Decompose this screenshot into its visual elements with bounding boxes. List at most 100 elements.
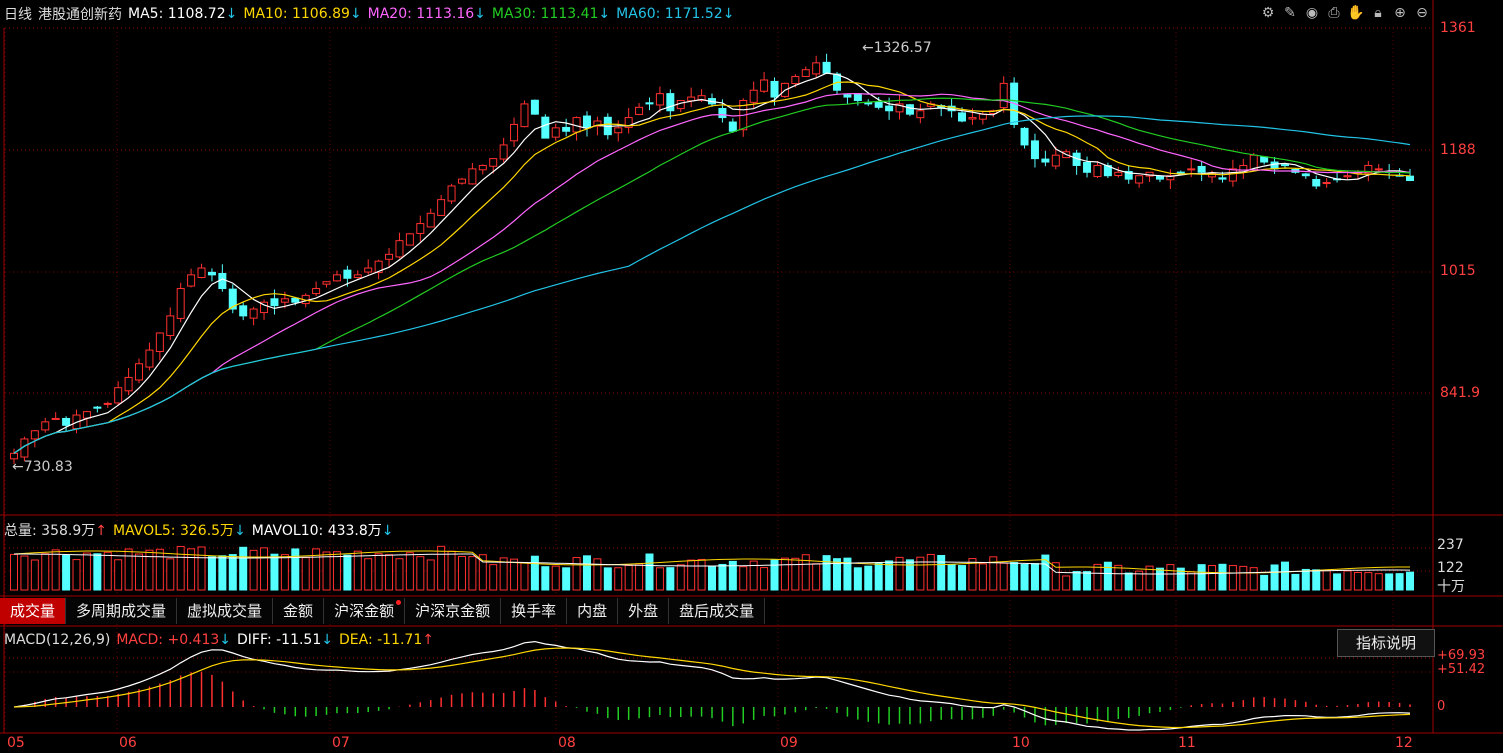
candle-body	[1135, 175, 1144, 184]
volume-bar	[322, 551, 331, 591]
candle-body	[812, 62, 821, 75]
down-arrow-icon: ↓	[349, 6, 362, 22]
candle-body	[135, 363, 144, 381]
gear-icon[interactable]: ⚙	[1261, 5, 1275, 21]
volume-bar	[1333, 573, 1342, 591]
volume-bar	[93, 553, 102, 591]
volume-bar	[958, 565, 967, 591]
volume-bar	[239, 546, 248, 591]
candle-body	[1218, 177, 1227, 180]
volume-bar	[385, 554, 394, 591]
volume-bar	[676, 564, 685, 591]
tab-8[interactable]: 外盘	[618, 598, 670, 624]
eye-icon[interactable]: ◉	[1305, 5, 1319, 21]
volume-bar	[249, 549, 258, 591]
ma-legend-item: MA10: 1106.89↓	[243, 6, 361, 22]
candle-body	[1124, 170, 1133, 180]
volume-bar	[416, 556, 425, 591]
volume-bar	[1041, 554, 1050, 591]
volume-bar	[468, 556, 477, 591]
chart-toolbar: ⚙ ✎ ◉ ⎙ ✋ 🔒︎ ⊕ ⊖	[1259, 4, 1431, 22]
macd-legend: MACD(12,26,9) MACD: +0.413↓ DIFF: -11.51…	[4, 632, 434, 648]
volume-bar	[1114, 564, 1123, 591]
volume-bar	[364, 558, 373, 591]
volume-bar	[103, 551, 112, 591]
candle-body	[1155, 175, 1164, 180]
volume-bar	[708, 565, 716, 591]
tab-1[interactable]: 多周期成交量	[66, 598, 178, 624]
volume-bar	[666, 567, 675, 591]
candle-body	[822, 61, 831, 74]
period-label[interactable]: 日线	[4, 7, 32, 23]
candle-body	[520, 103, 529, 128]
volume-bar	[1374, 573, 1383, 591]
tab-6[interactable]: 换手率	[501, 598, 568, 624]
x-tick-label: 10	[1012, 735, 1030, 751]
volume-bar	[593, 558, 602, 591]
tab-7[interactable]: 内盘	[567, 598, 619, 624]
volume-bar	[41, 553, 50, 591]
candle-body	[1083, 161, 1092, 173]
tab-5[interactable]: 沪深京金额	[405, 598, 502, 624]
candle-body	[30, 430, 39, 440]
candle-body	[239, 305, 248, 317]
candle-body	[1280, 164, 1289, 167]
volume-bar	[572, 557, 581, 591]
volume-bar	[426, 559, 435, 591]
pen-icon[interactable]: ✎	[1284, 5, 1296, 21]
x-tick-label: 05	[7, 735, 25, 751]
candle-body	[93, 406, 102, 409]
volume-bar	[197, 546, 206, 591]
volume-bar	[822, 555, 831, 591]
volume-bar	[30, 559, 39, 591]
tab-4[interactable]: 沪深金额	[324, 598, 406, 624]
volume-bar	[1187, 571, 1196, 591]
volume-bar	[1124, 572, 1133, 591]
candle-body	[41, 421, 50, 431]
candle-body	[249, 308, 258, 319]
volume-bar	[541, 566, 550, 591]
ma-legend-item: MA30: 1113.41↓	[492, 6, 610, 22]
down-arrow-icon: ↓	[598, 6, 611, 22]
zoom-out-icon[interactable]: ⊖	[1416, 5, 1428, 21]
volume-bar	[530, 555, 539, 591]
candle-body	[1187, 168, 1196, 171]
volume-bar	[260, 547, 269, 591]
indicator-explain-button[interactable]: 指标说明	[1337, 629, 1435, 657]
down-arrow-icon: ↓	[225, 6, 238, 22]
hand-icon[interactable]: ✋	[1347, 5, 1365, 21]
candle-body	[218, 272, 227, 290]
lock-icon[interactable]: 🔒︎	[1374, 5, 1382, 21]
candle-body	[728, 121, 737, 132]
macd-tick: +51.42	[1437, 662, 1486, 677]
tab-3[interactable]: 金额	[273, 598, 325, 624]
volume-bar	[457, 556, 466, 591]
candle-body	[593, 120, 602, 127]
candle-body	[395, 240, 404, 258]
candle-body	[624, 117, 633, 128]
candle-body	[176, 288, 185, 319]
up-arrow-icon: ↑	[95, 523, 107, 539]
print-icon[interactable]: ⎙	[1328, 5, 1340, 21]
candle-body	[1374, 168, 1383, 171]
volume-bar	[1312, 569, 1321, 591]
volume-bar	[1166, 564, 1175, 591]
volume-bar	[520, 561, 529, 591]
tab-2[interactable]: 虚拟成交量	[177, 598, 274, 624]
price-tick: 1188	[1440, 142, 1476, 158]
tab-0[interactable]: 成交量	[0, 598, 67, 624]
candle-body	[801, 69, 810, 77]
volume-bar	[135, 553, 144, 591]
zoom-in-icon[interactable]: ⊕	[1394, 5, 1406, 21]
volume-bar	[1093, 563, 1102, 591]
candle-body	[1051, 154, 1060, 167]
volume-bar	[166, 558, 175, 591]
candle-body	[718, 107, 727, 119]
volume-bar	[447, 550, 456, 591]
dea-value: DEA: -11.71	[338, 632, 423, 648]
candle-body	[1197, 165, 1206, 173]
tab-9[interactable]: 盘后成交量	[669, 598, 766, 624]
ma20-line	[13, 92, 1411, 454]
candle-body	[166, 315, 175, 336]
